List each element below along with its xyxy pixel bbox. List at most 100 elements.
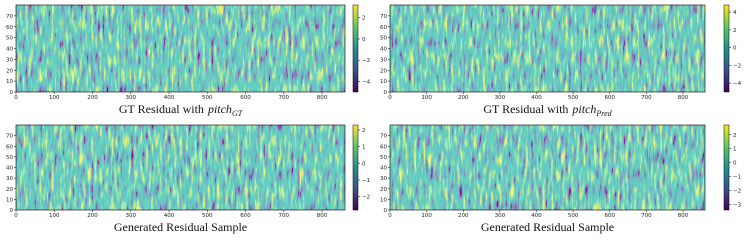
- x-tick-label: 0: [388, 95, 392, 101]
- colorbar: [723, 4, 730, 93]
- y-tick-label: 60: [380, 25, 387, 31]
- colorbar-tick-label: 2: [733, 28, 737, 34]
- colorbar-tick-label: 0: [733, 161, 737, 167]
- x-tick-label: 700: [641, 213, 652, 219]
- x-tick-label: 200: [458, 95, 469, 101]
- x-tick-label: 400: [164, 95, 175, 101]
- y-tick-label: 10: [6, 79, 13, 85]
- x-tick-label: 400: [531, 95, 542, 101]
- colorbar: [723, 124, 730, 211]
- y-tick-label: 0: [10, 90, 14, 96]
- x-tick-label: 500: [202, 95, 213, 101]
- y-tick-label: 40: [380, 166, 387, 172]
- colorbar-tick-label: 2: [362, 16, 366, 22]
- y-tick-label: 20: [380, 68, 387, 74]
- colorbar-tick-label: −2: [733, 188, 741, 194]
- x-tick-label: 0: [14, 213, 18, 219]
- y-tick-label: 30: [380, 57, 387, 63]
- colorbar-tick-label: 0: [733, 46, 737, 52]
- y-tick-label: 10: [380, 79, 387, 85]
- heatmap: [16, 5, 345, 92]
- colorbar-tick-label: 0: [362, 37, 366, 43]
- x-tick-label: 0: [388, 213, 392, 219]
- x-tick-label: 100: [49, 213, 60, 219]
- x-tick-label: 200: [87, 95, 98, 101]
- x-tick-label: 800: [317, 95, 328, 101]
- colorbar-tick-label: 1: [362, 145, 366, 151]
- caption: GT Residual with pitchGT: [119, 102, 243, 118]
- x-tick-label: 300: [495, 95, 506, 101]
- y-tick-label: 40: [6, 166, 13, 172]
- colorbar: [352, 124, 359, 211]
- caption-math: pitch: [571, 102, 596, 116]
- x-tick-label: 800: [317, 213, 328, 219]
- caption-subscript: GT: [232, 109, 243, 118]
- caption: Generated Residual Sample: [114, 220, 247, 234]
- x-tick-label: 500: [568, 95, 579, 101]
- x-tick-label: 100: [421, 95, 432, 101]
- x-tick-label: 700: [279, 95, 290, 101]
- y-tick-label: 70: [380, 14, 387, 20]
- colorbar-tick-label: −1: [733, 175, 741, 181]
- y-tick-label: 30: [6, 176, 13, 182]
- colorbar-tick-label: −2: [362, 195, 370, 201]
- x-tick-label: 600: [240, 213, 251, 219]
- y-tick-label: 60: [6, 25, 13, 31]
- y-tick-label: 20: [6, 187, 13, 193]
- y-tick-label: 70: [380, 134, 387, 140]
- x-tick-label: 700: [641, 95, 652, 101]
- heatmap: [390, 5, 705, 92]
- x-tick-label: 300: [495, 213, 506, 219]
- x-tick-label: 200: [458, 213, 469, 219]
- colorbar-tick-label: −2: [733, 63, 741, 69]
- caption-math: pitch: [207, 102, 232, 116]
- colorbar-tick-label: −4: [733, 81, 742, 87]
- colorbar: [352, 4, 359, 93]
- x-tick-label: 100: [421, 213, 432, 219]
- caption-text: GT Residual with: [483, 102, 568, 116]
- y-tick-label: 70: [6, 134, 13, 140]
- y-tick-label: 0: [10, 208, 14, 214]
- colorbar-tick-label: 2: [733, 133, 737, 139]
- y-tick-label: 20: [380, 187, 387, 193]
- x-tick-label: 200: [87, 213, 98, 219]
- y-tick-label: 50: [380, 36, 387, 42]
- y-tick-label: 40: [6, 47, 13, 53]
- y-tick-label: 20: [6, 68, 13, 74]
- x-tick-label: 400: [164, 213, 175, 219]
- caption-text: GT Residual with: [119, 102, 204, 116]
- heatmap: [390, 125, 705, 210]
- colorbar-tick-label: 0: [362, 161, 366, 167]
- x-tick-label: 600: [605, 213, 616, 219]
- y-tick-label: 50: [6, 155, 13, 161]
- caption-subscript: Pred: [595, 109, 612, 118]
- x-tick-label: 600: [240, 95, 251, 101]
- y-tick-label: 40: [380, 47, 387, 53]
- x-tick-label: 100: [49, 95, 60, 101]
- y-tick-label: 0: [384, 90, 388, 96]
- x-tick-label: 800: [678, 213, 689, 219]
- y-tick-label: 10: [6, 197, 13, 203]
- x-tick-label: 600: [605, 95, 616, 101]
- y-tick-label: 50: [6, 36, 13, 42]
- y-tick-label: 50: [380, 155, 387, 161]
- y-tick-label: 10: [380, 197, 387, 203]
- heatmap: [16, 125, 345, 210]
- x-tick-label: 800: [678, 95, 689, 101]
- x-tick-label: 400: [531, 213, 542, 219]
- y-tick-label: 60: [6, 144, 13, 150]
- colorbar-tick-label: −4: [362, 79, 371, 85]
- y-tick-label: 30: [380, 176, 387, 182]
- y-tick-label: 0: [384, 208, 388, 214]
- x-tick-label: 300: [126, 213, 137, 219]
- colorbar-tick-label: 4: [733, 10, 737, 16]
- x-tick-label: 300: [126, 95, 137, 101]
- caption-text: Generated Residual Sample: [481, 220, 614, 234]
- y-tick-label: 60: [380, 144, 387, 150]
- caption: GT Residual with pitchPred: [483, 102, 612, 118]
- x-tick-label: 0: [14, 95, 18, 101]
- colorbar-tick-label: −3: [733, 202, 742, 208]
- colorbar-tick-label: 1: [733, 147, 737, 153]
- colorbar-tick-label: −2: [362, 58, 370, 64]
